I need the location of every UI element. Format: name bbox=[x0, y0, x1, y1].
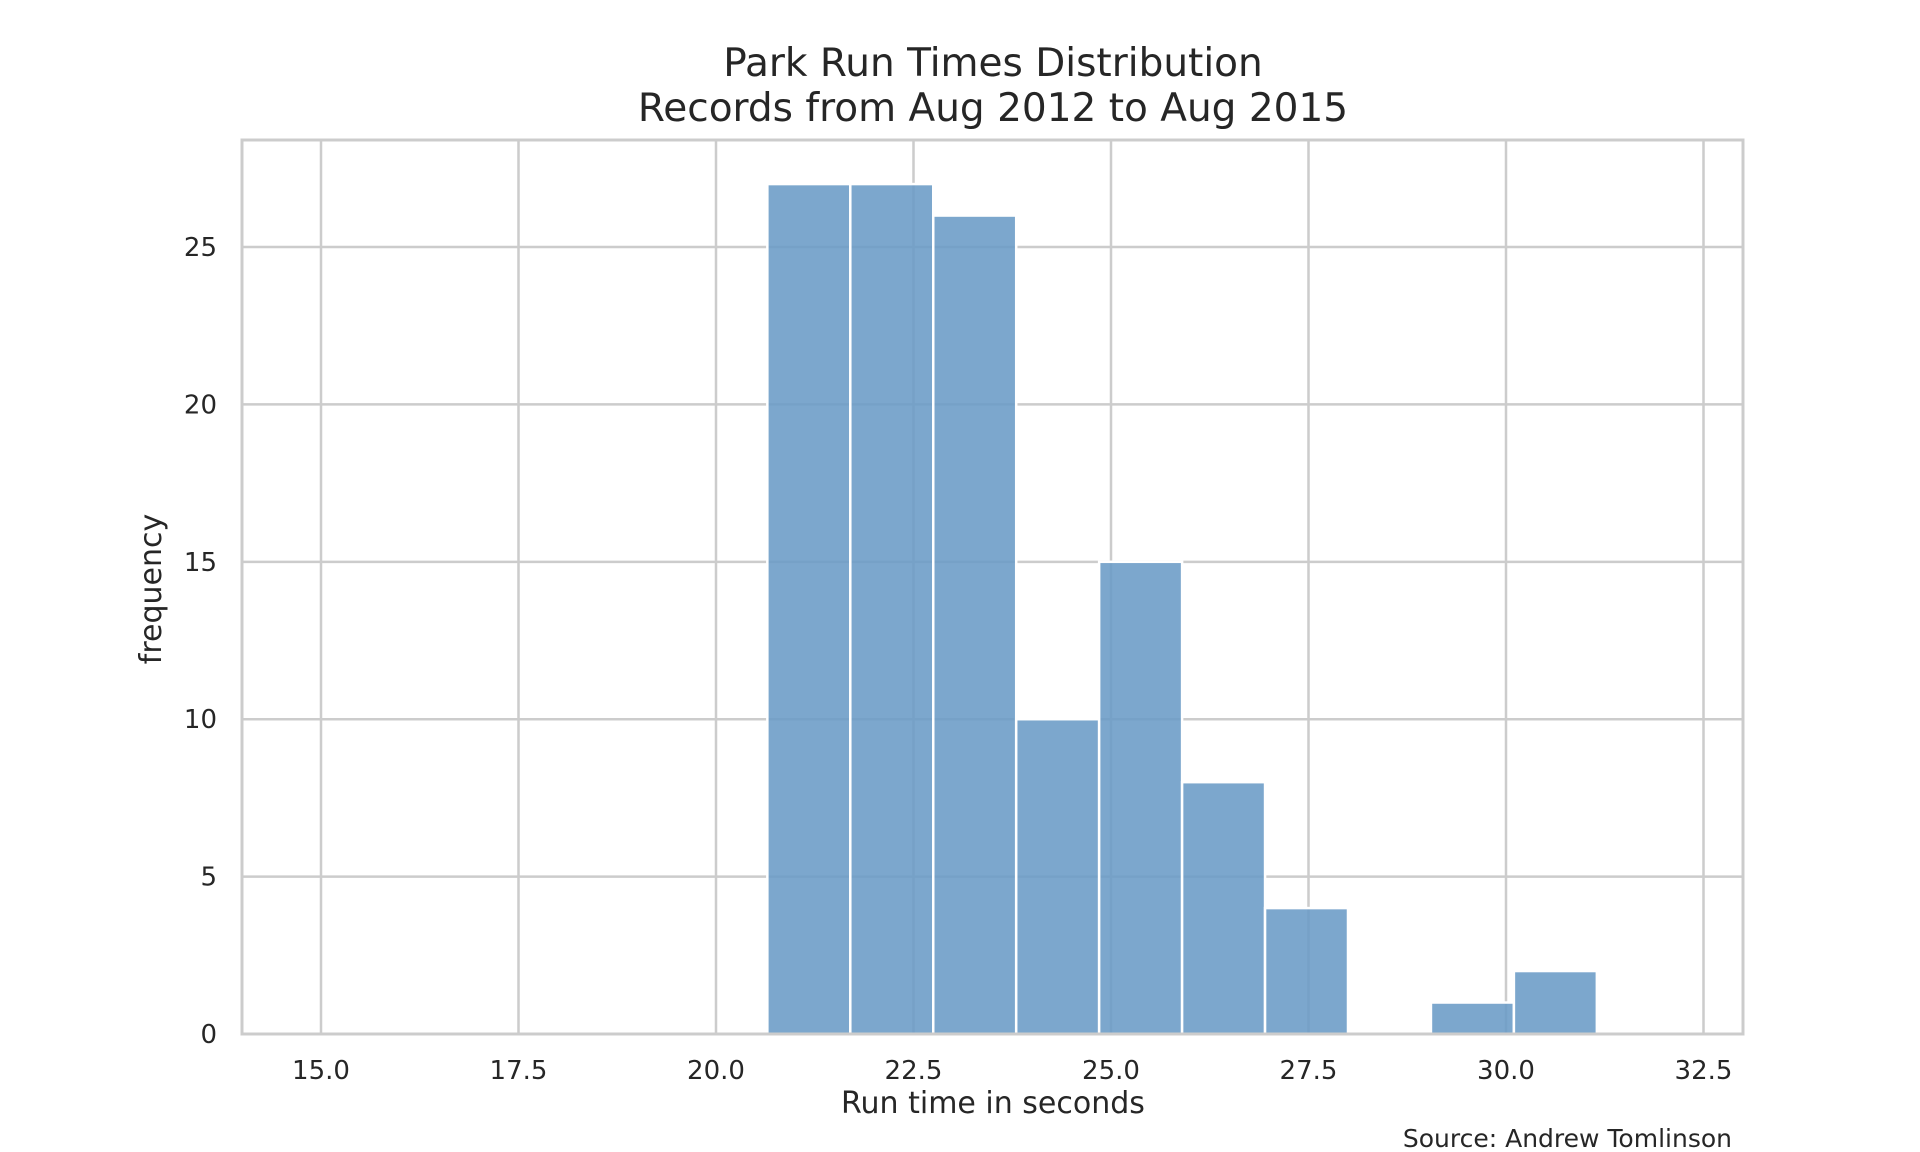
plot-frame bbox=[240, 138, 1745, 1036]
y-tick-label-4: 20 bbox=[184, 390, 217, 420]
y-tick-label-1: 5 bbox=[200, 863, 217, 893]
source-note: Source: Andrew Tomlinson bbox=[1403, 1124, 1732, 1152]
y-tick-label-3: 15 bbox=[184, 548, 217, 578]
histogram-bar-2 bbox=[932, 214, 1018, 1036]
histogram-bar-6 bbox=[1263, 906, 1350, 1036]
x-axis-label: Run time in seconds bbox=[841, 1086, 1145, 1121]
x-tick-label-2: 20.0 bbox=[687, 1056, 745, 1086]
y-tick-label-0: 0 bbox=[200, 1020, 217, 1050]
histogram-bar-3 bbox=[1014, 717, 1101, 1036]
y-tick-label-5: 25 bbox=[184, 233, 217, 263]
x-tick-label-6: 30.0 bbox=[1477, 1056, 1535, 1086]
y-tick-label-2: 10 bbox=[184, 705, 217, 735]
histogram-bar-5 bbox=[1180, 780, 1267, 1036]
histogram-bar-0 bbox=[766, 182, 852, 1036]
x-tick-label-5: 27.5 bbox=[1280, 1056, 1338, 1086]
histogram-bar-1 bbox=[849, 182, 935, 1036]
x-tick-label-7: 32.5 bbox=[1675, 1056, 1733, 1086]
x-axis-ticks: 15.0 17.5 20.0 22.5 25.0 27.5 30.0 32.5 bbox=[292, 1056, 1732, 1086]
chart-subtitle: Records from Aug 2012 to Aug 2015 bbox=[638, 86, 1348, 131]
histogram-bar-4 bbox=[1097, 560, 1184, 1036]
x-tick-label-4: 25.0 bbox=[1082, 1056, 1140, 1086]
y-axis-label: frequency bbox=[134, 514, 169, 664]
x-tick-label-3: 22.5 bbox=[885, 1056, 943, 1086]
x-tick-label-0: 15.0 bbox=[292, 1056, 350, 1086]
histogram-bars bbox=[766, 182, 1599, 1036]
histogram-bar-9 bbox=[1512, 969, 1599, 1036]
plot-border bbox=[240, 138, 1745, 1036]
y-axis-ticks: 0 5 10 15 20 25 bbox=[184, 233, 217, 1050]
histogram-bar-8 bbox=[1429, 1001, 1516, 1036]
x-tick-label-1: 17.5 bbox=[490, 1056, 548, 1086]
chart-title: Park Run Times Distribution bbox=[723, 41, 1263, 86]
